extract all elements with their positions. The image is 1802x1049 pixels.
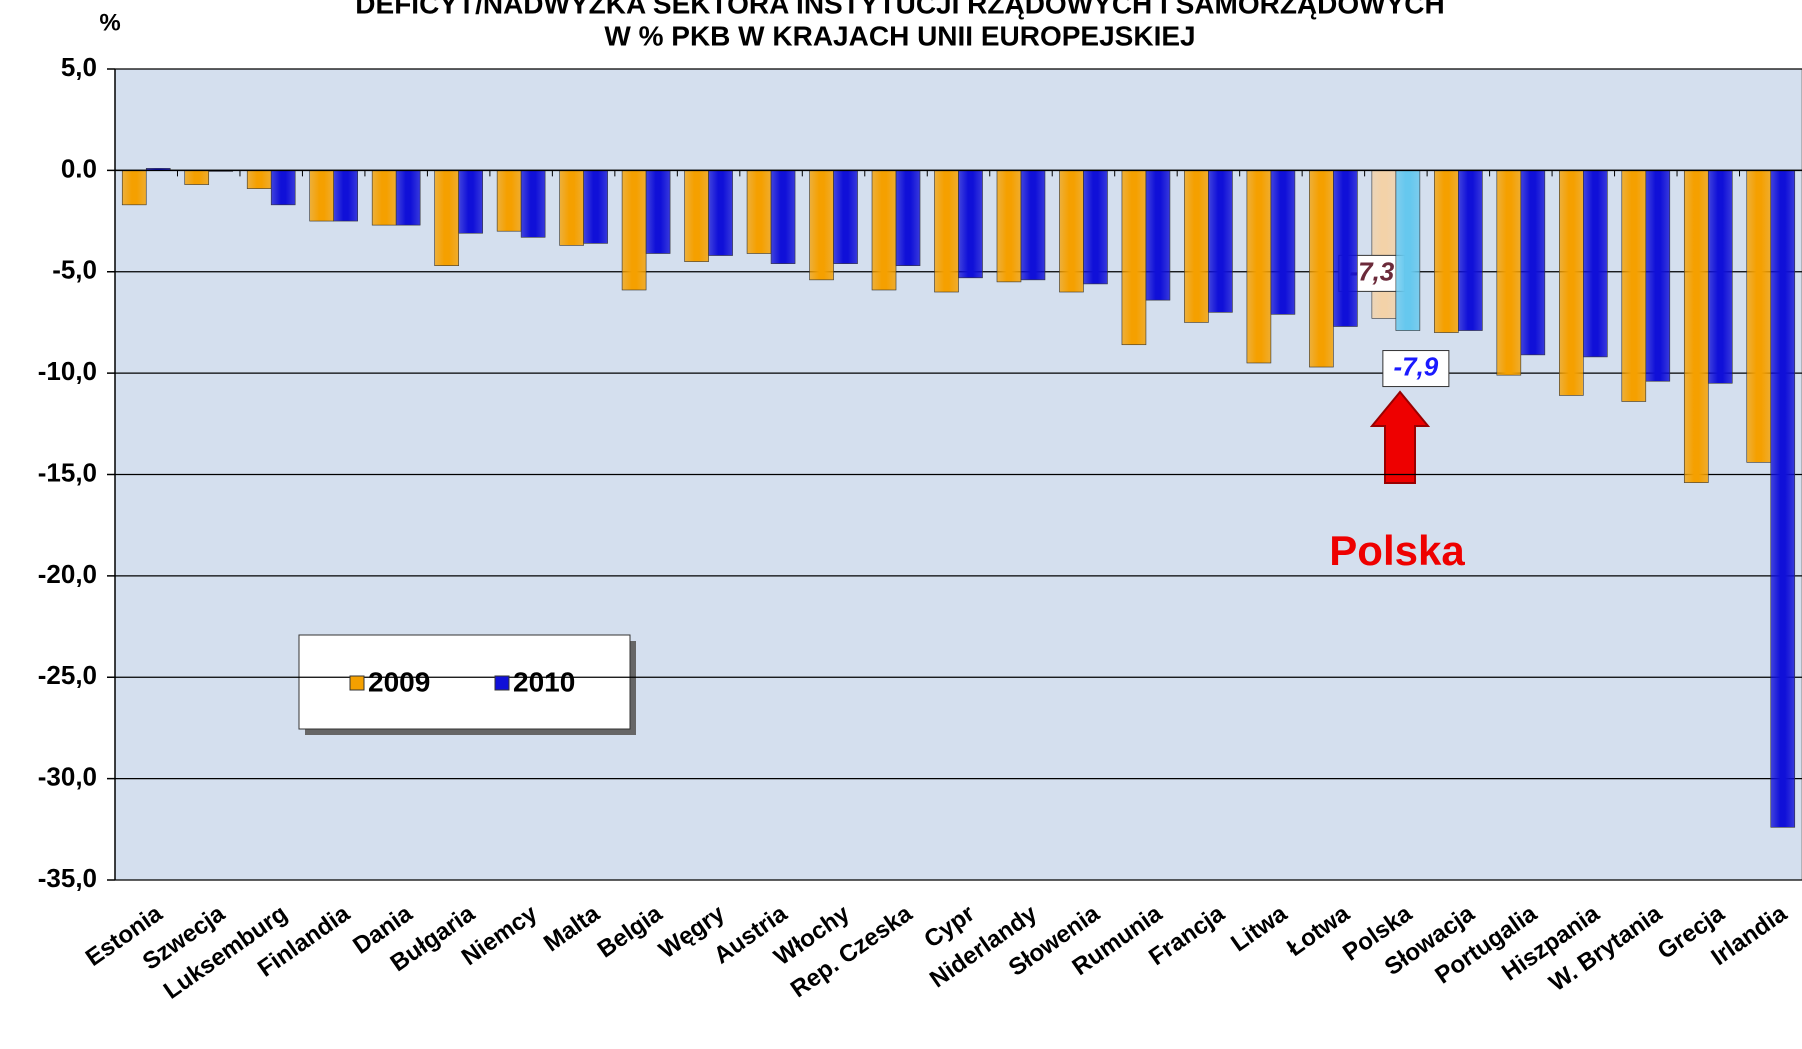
bar (583, 170, 608, 244)
bar (1020, 170, 1046, 281)
chart-title: W % PKB W KRAJACH UNII EUROPEJSKIEJ (604, 20, 1195, 51)
bar (1458, 170, 1483, 331)
bar (246, 170, 272, 189)
bar (770, 170, 796, 264)
bar (621, 170, 647, 291)
bar (1683, 170, 1709, 483)
chart-title: DEFICYT/NADWYŻKA SEKTORA INSTYTUCJI RZĄD… (355, 0, 1444, 19)
y-tick-label: -10,0 (38, 356, 97, 386)
y-tick-label: -20,0 (38, 559, 97, 589)
bar (1395, 170, 1421, 331)
bar (1621, 170, 1647, 402)
bar (434, 170, 459, 266)
bar (1371, 170, 1397, 319)
bar (371, 170, 397, 226)
legend-label: 2010 (513, 666, 575, 697)
y-tick-label: -30,0 (38, 762, 97, 792)
bar (1770, 170, 1796, 828)
x-tick-label: Malta (539, 900, 605, 958)
legend-swatch (494, 675, 510, 691)
bar (1246, 170, 1272, 364)
bar (645, 170, 671, 254)
legend-box (298, 634, 631, 730)
bar (708, 170, 733, 256)
bar (1583, 170, 1608, 358)
bar (1520, 170, 1546, 356)
bar (895, 170, 921, 266)
bar (1059, 170, 1084, 293)
bar (1707, 170, 1733, 384)
bar (1208, 170, 1233, 313)
y-tick-label: -5,0 (52, 255, 97, 285)
bar (871, 170, 897, 291)
y-tick-label: 0.0 (61, 153, 97, 183)
bar (309, 170, 334, 222)
legend-swatch (349, 675, 365, 691)
bar (1145, 170, 1171, 301)
y-tick-label: 5,0 (61, 52, 97, 82)
value-label-box (1382, 350, 1450, 388)
bar (809, 170, 834, 281)
bar (1496, 170, 1522, 376)
bar (1309, 170, 1334, 368)
bar (559, 170, 584, 246)
legend-label: 2009 (368, 666, 430, 697)
bar (1645, 170, 1671, 382)
value-label: -7,9 (1393, 351, 1438, 381)
bar (1270, 170, 1296, 315)
annotation: Polska (1329, 527, 1465, 574)
bar (934, 170, 959, 293)
bar (1184, 170, 1209, 323)
y-tick-label: -25,0 (38, 660, 97, 690)
y-tick-label: -15,0 (38, 457, 97, 487)
bar (333, 170, 358, 222)
bar (833, 170, 858, 264)
bar (458, 170, 483, 234)
bar (496, 170, 522, 232)
bar (184, 170, 210, 185)
x-tick-label: Belgia (593, 900, 668, 964)
bar (520, 170, 546, 238)
y-tick-label: -35,0 (38, 863, 97, 893)
bar (746, 170, 772, 254)
bar (270, 170, 296, 206)
bar (1434, 170, 1459, 333)
bar (121, 170, 147, 206)
x-tick-label: Litwa (1226, 900, 1292, 958)
bar (395, 170, 421, 226)
bar (1083, 170, 1108, 285)
bar (684, 170, 709, 262)
bar (958, 170, 983, 279)
bar (1121, 170, 1147, 346)
bar (996, 170, 1022, 283)
bar (1333, 170, 1358, 327)
bar (1559, 170, 1584, 396)
bar (1746, 170, 1772, 463)
y-axis-label: % (99, 9, 120, 36)
arrow (1369, 390, 1431, 484)
